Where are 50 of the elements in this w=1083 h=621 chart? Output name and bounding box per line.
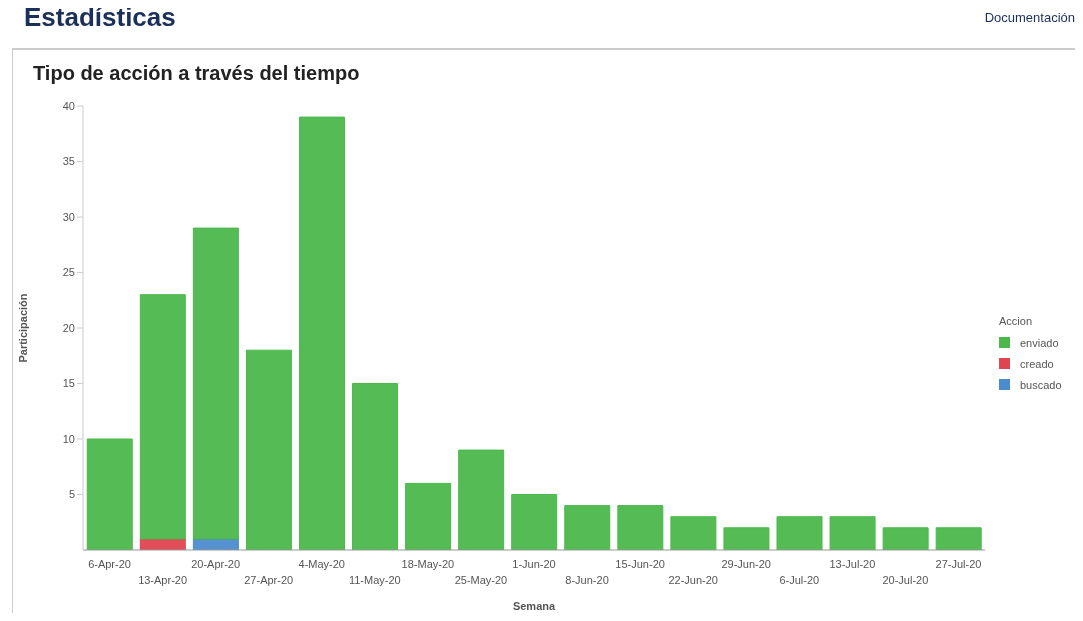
x-tick-label: 6-Jul-20 [779, 574, 820, 586]
x-tick-label: 25-May-20 [454, 574, 508, 586]
y-tick-label: 30 [62, 210, 75, 223]
bar [882, 527, 929, 550]
x-tick-label: 4-May-20 [298, 558, 345, 570]
bar [86, 438, 133, 550]
bar [192, 227, 239, 540]
x-tick-label: 8-Jun-20 [565, 574, 609, 586]
y-tick-label: 25 [62, 266, 75, 279]
y-tick-label: 35 [62, 155, 75, 168]
x-tick-label: 11-May-20 [348, 574, 401, 586]
bar [405, 482, 452, 550]
x-tick-label: 6-Apr-20 [88, 558, 131, 570]
y-axis-title: Participación [16, 293, 29, 363]
x-tick-label: 18-May-20 [401, 558, 455, 570]
bar [564, 505, 611, 550]
bar [723, 527, 770, 550]
y-tick-label: 40 [62, 99, 75, 112]
x-axis-title: Semana [512, 600, 556, 612]
bar [829, 516, 876, 550]
x-tick-label: 29-Jun-20 [721, 558, 772, 570]
y-tick-label: 15 [62, 377, 75, 390]
bar [617, 505, 664, 550]
y-tick-label: 20 [62, 321, 75, 334]
text: Documentación [984, 10, 1075, 25]
bar [458, 449, 505, 550]
x-tick-label: 1-Jun-20 [512, 558, 556, 570]
legend-label: buscado [1020, 378, 1062, 391]
bar [245, 349, 292, 550]
bar [139, 294, 186, 540]
x-tick-label: 27-Jul-20 [935, 558, 982, 570]
y-tick-label: 5 [68, 488, 75, 501]
x-tick-label: 20-Jul-20 [882, 574, 929, 586]
x-tick-label: 13-Jul-20 [829, 558, 876, 570]
legend-label: creado [1020, 357, 1054, 370]
bar [511, 494, 558, 550]
x-tick-label: 20-Apr-20 [191, 558, 241, 570]
x-tick-label: 13-Apr-20 [138, 574, 188, 586]
y-tick-label: 10 [62, 432, 75, 445]
x-tick-label: 27-Apr-20 [244, 574, 294, 586]
x-tick-label: 22-Jun-20 [668, 574, 718, 586]
bar [298, 116, 345, 550]
bar [352, 383, 399, 550]
legend-title: Accion [999, 314, 1034, 327]
x-tick-label: 15-Jun-20 [615, 558, 665, 570]
bar [670, 516, 717, 550]
chart-subtitle: Tipo de acción a través del tiempo [33, 62, 360, 85]
bar [935, 527, 982, 550]
legend-label: enviado [1020, 336, 1059, 349]
bar [776, 516, 823, 550]
